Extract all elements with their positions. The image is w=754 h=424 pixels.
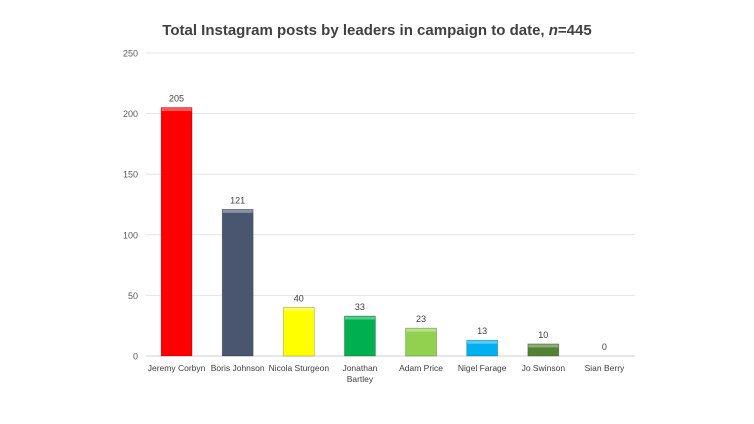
y-tick-label: 100 <box>123 230 138 240</box>
bar <box>160 107 193 357</box>
data-label: 40 <box>294 294 304 304</box>
data-label: 121 <box>230 195 245 205</box>
bar <box>405 327 437 357</box>
x-tick-label: Jeremy Corbyn <box>148 363 206 373</box>
chart-title-suffix: =445 <box>557 22 592 39</box>
bar-highlight <box>222 209 253 213</box>
data-label: 13 <box>477 326 487 336</box>
y-tick-label: 150 <box>123 170 138 180</box>
x-tick-label: Sian Berry <box>585 363 625 373</box>
data-label: 23 <box>416 314 426 324</box>
y-tick-label: 200 <box>123 109 138 119</box>
chart-title-n: n <box>548 22 558 39</box>
x-tick-label: Jo Swinson <box>522 363 566 373</box>
data-label: 10 <box>538 330 548 340</box>
bar-highlight <box>344 316 375 320</box>
data-label: 0 <box>602 342 607 352</box>
x-tick-label: Boris Johnson <box>211 363 265 373</box>
chart-title-prefix: Total Instagram posts by leaders in camp… <box>162 22 549 39</box>
bar-highlight <box>161 108 192 112</box>
bar-highlight <box>528 344 559 348</box>
bar <box>466 339 499 357</box>
x-tick-label: Bartley <box>347 374 374 384</box>
bar <box>344 315 376 357</box>
x-tick-label: Adam Price <box>399 363 443 373</box>
x-tick-label: Nicola Sturgeon <box>269 363 330 373</box>
y-tick-label: 250 <box>123 49 138 59</box>
bar <box>221 208 254 357</box>
chart-title: Total Instagram posts by leaders in camp… <box>0 22 754 39</box>
y-tick-label: 50 <box>128 291 138 301</box>
bar-highlight <box>467 340 498 344</box>
bar <box>527 343 560 357</box>
data-label: 33 <box>355 302 365 312</box>
x-tick-label: Jonathan <box>342 363 377 373</box>
data-label: 205 <box>169 94 184 104</box>
y-tick-label: 0 <box>133 352 138 362</box>
bar <box>282 307 315 357</box>
bar-highlight <box>283 308 314 312</box>
x-tick-label: Nigel Farage <box>458 363 507 373</box>
bar-highlight <box>406 328 437 332</box>
